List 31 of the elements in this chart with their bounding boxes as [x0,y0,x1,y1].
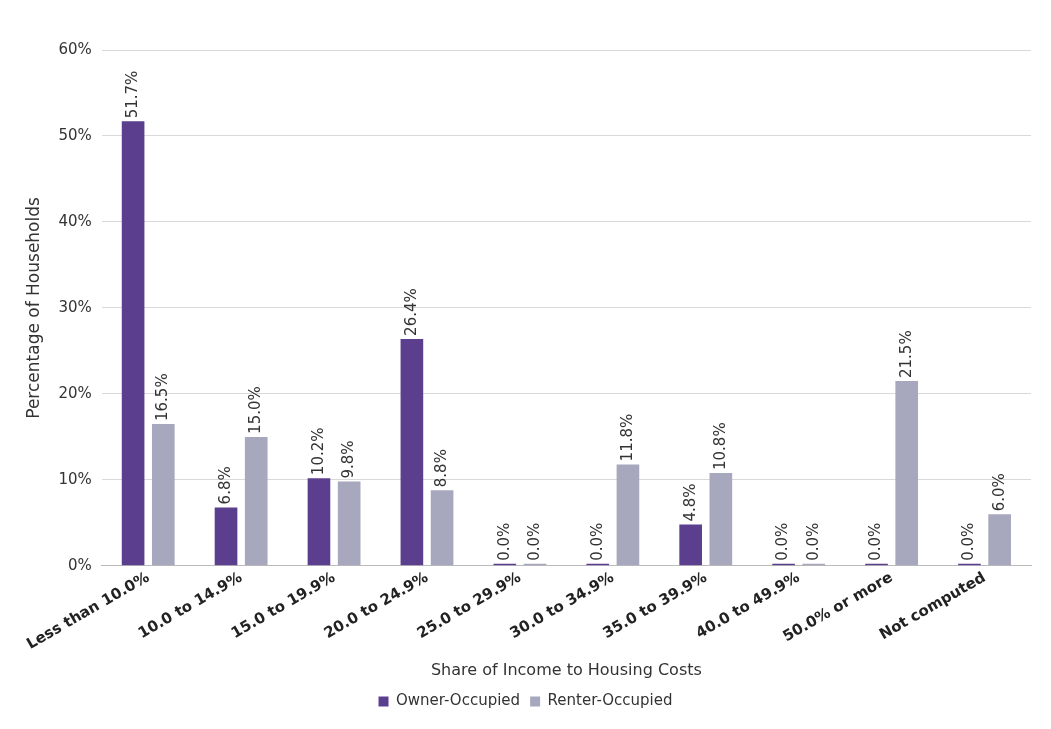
data-label: 0.0% [773,522,792,561]
data-label: 6.0% [989,473,1008,512]
y-tick-label: 30% [58,297,92,316]
data-label: 0.0% [587,522,606,561]
data-label: 11.8% [617,413,636,462]
y-tick-label: 10% [58,469,92,488]
data-label: 9.8% [339,440,358,479]
data-label: 16.5% [153,373,172,421]
data-label: 8.8% [431,449,450,488]
data-label: 51.7% [122,70,141,119]
data-label: 21.5% [896,330,915,378]
data-label: 0.0% [524,522,543,561]
legend-label: Renter-Occupied [547,691,673,710]
data-label: 4.8% [680,483,699,522]
y-tick-label: 20% [58,383,92,402]
data-label: 10.2% [308,427,327,476]
data-label: 6.8% [215,466,234,505]
data-label: 0.0% [959,522,978,561]
data-label: 0.0% [866,522,885,561]
data-label: 15.0% [246,386,265,434]
data-label: 26.4% [401,288,420,336]
data-label: 0.0% [494,522,513,561]
legend-label: Owner-Occupied [396,691,521,710]
data-label: 0.0% [803,522,822,561]
y-axis-title: Percentage of Households [22,196,43,419]
x-axis-title: Share of Income to Housing Costs [430,659,702,679]
y-tick-label: 0% [67,555,92,574]
data-label: 10.8% [710,422,729,470]
y-tick-label: 50% [58,125,92,144]
y-tick-label: 60% [58,39,92,58]
y-tick-label: 40% [58,211,92,230]
